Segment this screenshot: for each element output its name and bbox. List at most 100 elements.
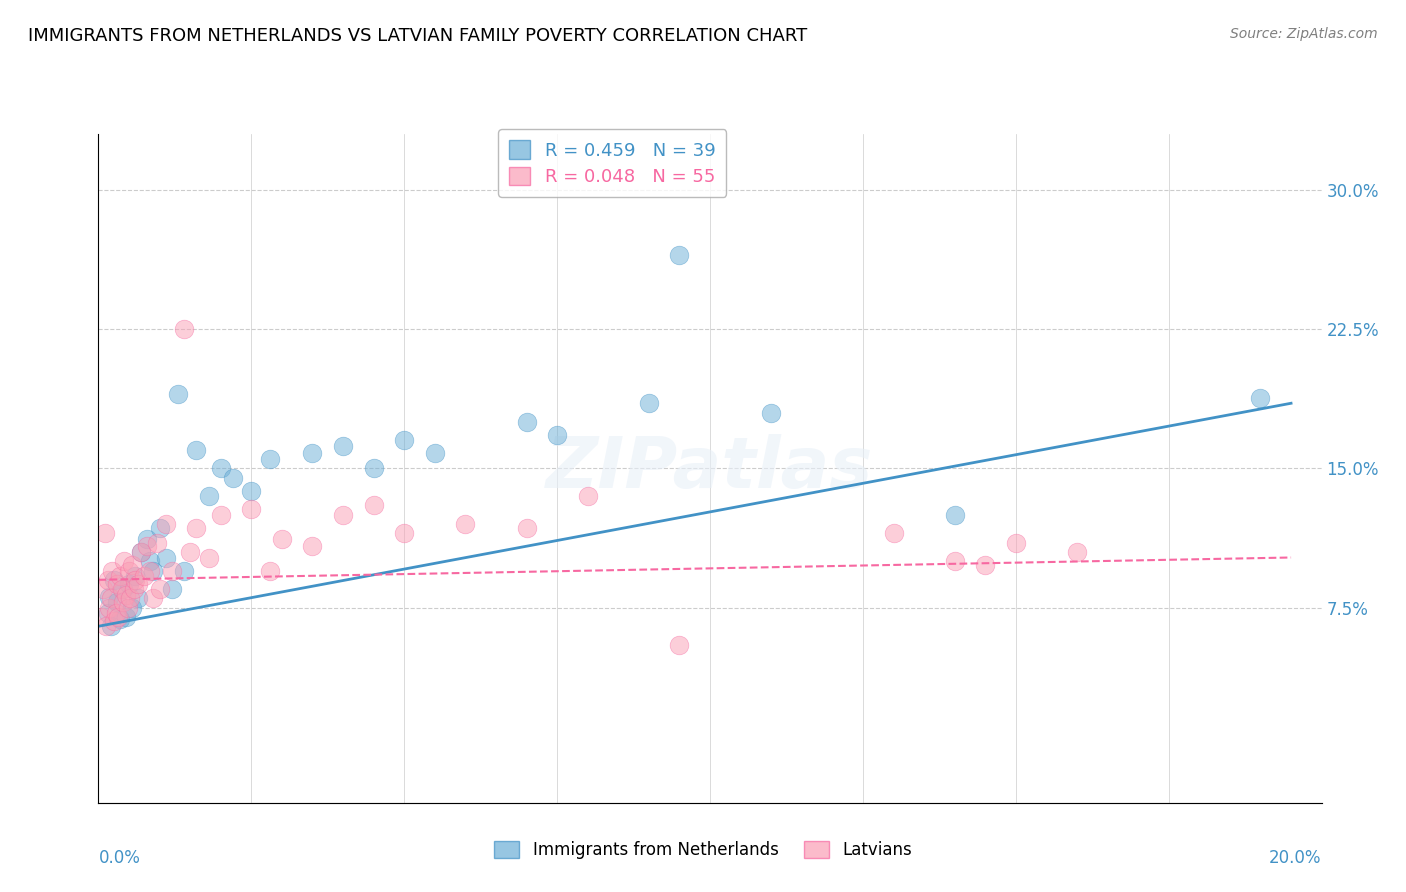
Point — [129, 545, 152, 559]
Point — [222, 470, 245, 484]
Point — [160, 564, 183, 578]
Point — [259, 564, 281, 578]
Point — [173, 564, 195, 578]
Point — [124, 569, 146, 583]
Point — [103, 614, 125, 628]
Point — [943, 554, 966, 568]
Point — [111, 582, 134, 596]
Point — [638, 396, 661, 410]
Point — [516, 415, 538, 429]
Point — [145, 535, 167, 549]
Text: 0.0%: 0.0% — [98, 849, 141, 867]
Point — [301, 446, 323, 460]
Point — [100, 619, 122, 633]
Point — [105, 576, 128, 591]
Point — [139, 554, 162, 568]
Point — [1004, 535, 1026, 549]
Point — [668, 247, 690, 261]
Point — [98, 590, 121, 604]
Point — [111, 582, 134, 596]
Point — [121, 558, 143, 572]
Point — [454, 517, 477, 532]
Point — [160, 582, 183, 596]
Point — [115, 588, 138, 602]
Point — [136, 532, 159, 546]
Point — [332, 439, 354, 453]
Point — [576, 489, 599, 503]
Point — [197, 489, 219, 503]
Point — [240, 502, 263, 516]
Point — [240, 483, 263, 498]
Point — [136, 539, 159, 553]
Point — [173, 322, 195, 336]
Point — [117, 600, 139, 615]
Point — [108, 612, 131, 626]
Point — [97, 573, 120, 587]
Point — [668, 638, 690, 652]
Point — [122, 582, 145, 596]
Point — [392, 526, 416, 541]
Point — [259, 452, 281, 467]
Point — [121, 600, 143, 615]
Text: 20.0%: 20.0% — [1270, 849, 1322, 867]
Point — [761, 406, 783, 420]
Point — [100, 591, 122, 606]
Point — [101, 564, 124, 578]
Point — [98, 600, 121, 615]
Point — [883, 526, 905, 541]
Point — [209, 508, 232, 522]
Point — [363, 461, 385, 475]
Point — [155, 517, 177, 532]
Point — [142, 564, 165, 578]
Point — [112, 554, 135, 568]
Point — [129, 545, 152, 559]
Point — [104, 607, 127, 621]
Point — [111, 595, 134, 609]
Point — [301, 539, 323, 553]
Point — [124, 573, 146, 587]
Point — [91, 582, 114, 596]
Point — [142, 591, 165, 606]
Point — [179, 545, 201, 559]
Point — [127, 591, 149, 606]
Point — [546, 428, 568, 442]
Point — [197, 550, 219, 565]
Point — [943, 508, 966, 522]
Point — [108, 569, 131, 583]
Point — [423, 446, 446, 460]
Point — [1066, 545, 1088, 559]
Point — [392, 434, 416, 448]
Text: ZIPatlas: ZIPatlas — [547, 434, 873, 503]
Point — [90, 610, 112, 624]
Point — [118, 564, 141, 578]
Point — [115, 610, 138, 624]
Point — [186, 521, 208, 535]
Legend: R = 0.459   N = 39, R = 0.048   N = 55: R = 0.459 N = 39, R = 0.048 N = 55 — [498, 129, 727, 197]
Text: IMMIGRANTS FROM NETHERLANDS VS LATVIAN FAMILY POVERTY CORRELATION CHART: IMMIGRANTS FROM NETHERLANDS VS LATVIAN F… — [28, 27, 807, 45]
Point — [332, 508, 354, 522]
Point — [270, 532, 294, 546]
Point — [209, 461, 232, 475]
Point — [127, 576, 149, 591]
Point — [134, 569, 156, 583]
Point — [167, 387, 190, 401]
Point — [155, 550, 177, 565]
Point — [1250, 391, 1272, 405]
Point — [149, 582, 172, 596]
Point — [149, 521, 172, 535]
Point — [97, 607, 120, 621]
Point — [186, 442, 208, 457]
Point — [139, 564, 162, 578]
Point — [974, 558, 997, 572]
Point — [118, 576, 141, 591]
Point — [103, 573, 125, 587]
Point — [516, 521, 538, 535]
Point — [94, 619, 117, 633]
Point — [120, 591, 142, 606]
Legend: Immigrants from Netherlands, Latvians: Immigrants from Netherlands, Latvians — [488, 834, 918, 866]
Point — [105, 595, 128, 609]
Text: Source: ZipAtlas.com: Source: ZipAtlas.com — [1230, 27, 1378, 41]
Point — [363, 499, 385, 513]
Point — [93, 526, 115, 541]
Point — [107, 610, 129, 624]
